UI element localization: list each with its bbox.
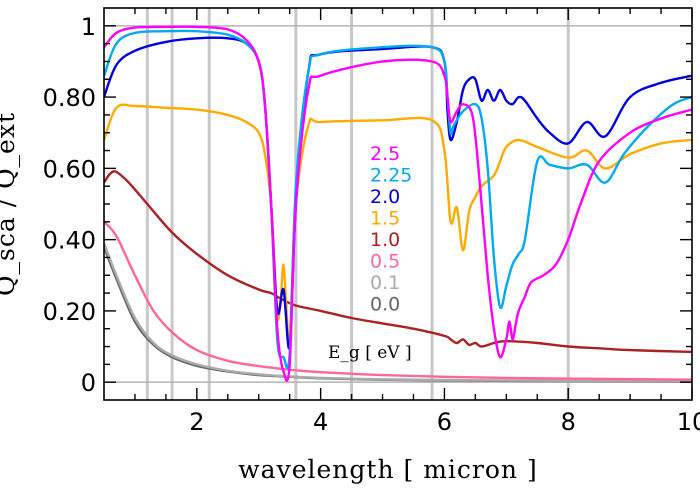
x-tick-label: 2 — [189, 408, 204, 436]
y-tick-label: 0.40 — [43, 227, 96, 255]
x-axis-label: wavelength [ micron ] — [238, 455, 537, 484]
legend-entry-2.5: 2.5 — [370, 143, 400, 165]
y-tick-label: 1 — [81, 13, 96, 41]
series-line-1.5 — [104, 103, 692, 346]
legend-entry-2.0: 2.0 — [370, 186, 400, 208]
y-tick-label: 0.20 — [43, 298, 96, 326]
legend: 2.52.252.01.51.00.50.10.0 E_g [ eV ] — [328, 143, 412, 363]
series-layer — [104, 25, 692, 383]
x-tick-label: 10 — [677, 408, 700, 436]
legend-entry-2.25: 2.25 — [370, 165, 412, 187]
legend-entry-0.5: 0.5 — [370, 251, 400, 273]
y-tick-label: 0.60 — [43, 155, 96, 183]
y-tick-label: 0.80 — [43, 84, 96, 112]
legend-title: E_g [ eV ] — [328, 343, 412, 363]
x-tick-label: 6 — [437, 408, 452, 436]
reference-lines — [104, 8, 692, 400]
x-tick-label: 8 — [561, 408, 576, 436]
ticks: 2 4 6 8 10 0 0.20 0.40 0.60 0.80 1 — [43, 8, 700, 436]
legend-entry-1.5: 1.5 — [370, 208, 400, 230]
y-tick-label: 0 — [81, 369, 96, 397]
series-line-2.5 — [104, 25, 692, 382]
series-line-0.5 — [104, 220, 692, 381]
x-tick-label: 4 — [313, 408, 328, 436]
legend-entry-0.1: 0.1 — [370, 272, 400, 294]
y-axis-label: Q_sca / Q_ext — [0, 112, 20, 296]
legend-entry-0.0: 0.0 — [370, 294, 400, 316]
legend-entry-1.0: 1.0 — [370, 229, 400, 251]
series-line-0.1 — [104, 242, 692, 383]
